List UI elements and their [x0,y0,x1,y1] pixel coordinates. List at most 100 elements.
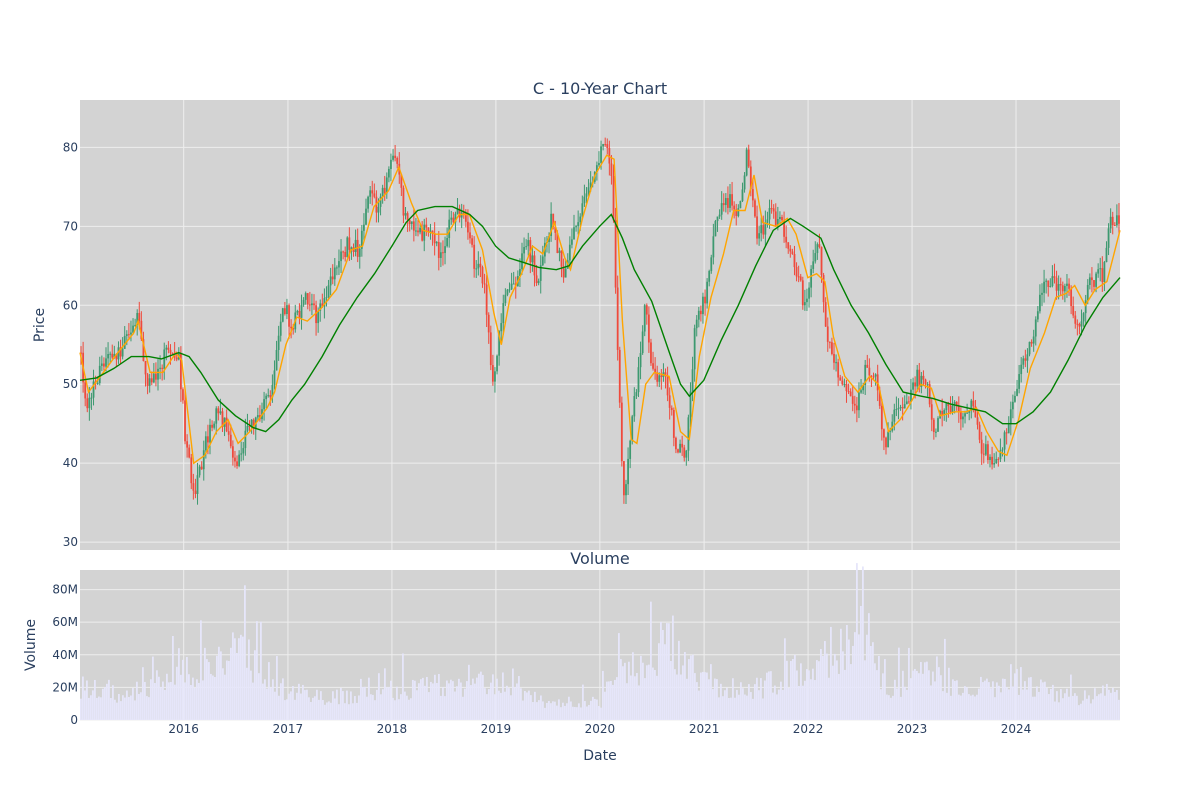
candle-body [381,187,384,197]
candle-body [279,321,282,336]
candle-body [957,406,960,412]
candle-body [442,252,444,254]
candle-body [527,240,530,247]
volume-bar [290,691,292,720]
volume-bar [332,691,334,720]
volume-bar [770,671,772,720]
candle-body [600,146,602,163]
candle-body [113,353,116,358]
volume-bar [896,688,898,720]
volume-bar [312,697,314,720]
candle-body [941,411,944,415]
volume-bar [642,662,644,720]
candle-body [248,426,251,428]
volume-bar [554,701,556,720]
candle-body [109,353,112,355]
candle-body [273,370,276,385]
volume-bar [470,685,472,720]
candle-body [348,237,351,250]
volume-bar [524,690,526,720]
candle-body [167,347,170,350]
volume-bar [846,625,848,720]
candle-body [1007,424,1010,434]
volume-bar [626,683,628,720]
volume-bar [230,647,232,720]
volume-bar [296,692,298,720]
candle-body [1095,273,1097,287]
volume-bar [354,696,356,720]
candle-body [831,342,833,354]
volume-bar [506,685,508,720]
candle-body [602,144,605,147]
candle-body [169,349,172,353]
candle-body [868,367,871,376]
candle-body [502,303,505,324]
candle-body [448,219,451,239]
volume-bar [822,656,824,720]
candle-body [246,426,249,431]
volume-bar [1014,673,1016,720]
volume-bar [428,692,430,720]
volume-bar [570,701,572,720]
candle-body [481,267,484,284]
candle-body [781,217,783,221]
volume-bar [1016,668,1018,720]
volume-bar [742,688,744,720]
candle-body [1078,324,1081,327]
volume-bar [892,695,894,720]
candle-body [571,239,573,245]
volume-bar [424,685,426,720]
volume-bar [306,689,308,720]
candle-body [467,221,469,233]
candle-body [720,203,723,215]
volume-bar [830,626,832,720]
volume-bar [538,700,540,720]
volume-bar [620,659,622,720]
candle-body [130,332,132,335]
volume-bar [748,684,750,720]
volume-bar [402,653,404,720]
volume-bar [648,664,650,720]
volume-bar [670,661,672,720]
candle-body [897,407,900,410]
candle-body [658,375,661,382]
candle-body [296,310,299,313]
candle-body [479,263,482,268]
candle-body [779,217,781,220]
candle-body [1041,292,1043,295]
volume-bar [922,673,924,720]
volume-bar [452,681,454,720]
volume-bar [1038,691,1040,720]
volume-bar [768,671,770,720]
volume-bar [676,674,678,720]
volume-bar [612,684,614,720]
candle-body [541,256,544,266]
volume-bar [940,675,942,720]
candle-body [837,362,840,378]
candle-body [783,220,785,237]
volume-bar [764,680,766,720]
candle-body [88,397,91,409]
volume-bar [174,684,176,720]
candle-body [184,400,186,442]
candle-body [535,275,538,284]
volume-bar [382,689,384,720]
candle-body [402,187,405,216]
candle-body [288,305,290,327]
volume-bar [462,696,464,720]
candle-body [134,324,137,326]
candle-body [858,392,860,411]
candle-body [313,303,315,306]
volume-bar [288,693,290,720]
volume-bar [702,671,704,720]
candle-body [111,353,114,358]
x-tick-label: 2021 [689,722,720,736]
volume-bar [444,696,446,720]
volume-bar [624,662,626,720]
candle-body [1014,395,1016,402]
candle-body [791,251,794,254]
candle-body [826,326,829,342]
volume-bar [338,704,340,720]
candle-body [766,219,769,223]
candle-body [847,391,850,393]
